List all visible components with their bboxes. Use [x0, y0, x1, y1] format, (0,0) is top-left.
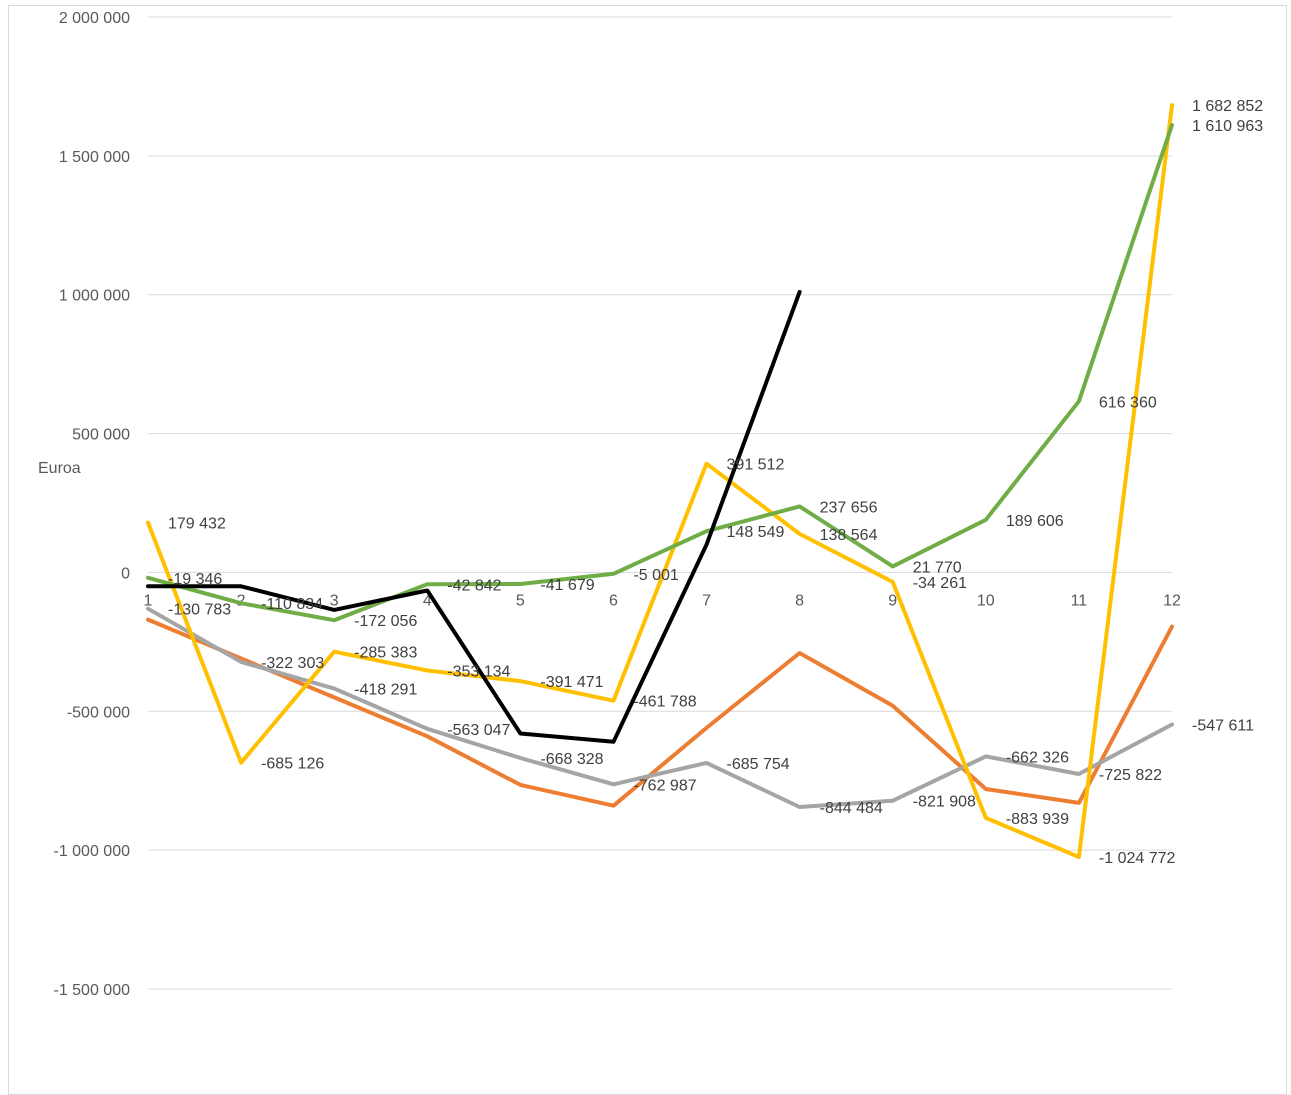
data-label: 1 682 852: [1192, 98, 1263, 115]
x-tick-label: 12: [1163, 592, 1181, 609]
data-label: -685 126: [261, 756, 324, 773]
data-labels: -130 783 -322 303 -418 291 -563 047 -668 328…: [168, 98, 1263, 867]
data-label: -821 908: [913, 794, 976, 811]
data-label: 391 512: [727, 457, 785, 474]
series-line-1: [146, 617, 1174, 808]
x-tick-label: 5: [516, 592, 525, 609]
data-label: -34 261: [913, 575, 967, 592]
x-axis-ticks: 1 2 3 4 5 6 7 8 9 10 11 12: [144, 592, 1181, 609]
x-tick-label: 7: [702, 592, 711, 609]
x-tick-label: 9: [888, 592, 897, 609]
x-tick-label: 10: [977, 592, 995, 609]
y-tick-label: 2 000 000: [59, 10, 130, 27]
data-label: 1 610 963: [1192, 118, 1263, 135]
y-tick-label: 0: [121, 565, 130, 582]
gridlines: [148, 16, 1172, 990]
data-label: -42 842: [447, 577, 501, 594]
data-label: -19 346: [168, 571, 222, 588]
data-label: 237 656: [820, 499, 878, 516]
y-tick-label: -500 000: [67, 704, 130, 721]
data-label: -668 328: [540, 751, 603, 768]
x-tick-label: 4: [423, 592, 432, 609]
data-label: -547 611: [1192, 718, 1254, 735]
data-label: -883 939: [1006, 811, 1069, 828]
x-tick-label: 11: [1071, 592, 1088, 609]
data-label: -353 134: [447, 663, 510, 680]
data-label: -41 679: [540, 577, 594, 594]
data-label: -725 822: [1099, 767, 1162, 784]
data-label: -1 024 772: [1099, 850, 1176, 867]
data-label: -762 987: [633, 777, 696, 794]
data-label: -172 056: [354, 613, 417, 630]
data-label: -563 047: [447, 722, 510, 739]
data-label: -5 001: [633, 567, 678, 584]
data-label: 189 606: [1006, 513, 1064, 530]
y-tick-label: 1 000 000: [59, 288, 130, 305]
x-tick-label: 1: [144, 592, 153, 609]
x-tick-label: 6: [609, 592, 618, 609]
data-label: 21 770: [913, 559, 962, 576]
x-tick-label: 8: [795, 592, 804, 609]
x-tick-label: 2: [237, 592, 246, 609]
data-label: -685 754: [727, 756, 790, 773]
data-label: -130 783: [168, 602, 231, 619]
series-line-4: [146, 123, 1174, 623]
y-axis-ticks: 2 000 000 1 500 000 1 000 000 500 000 0 -500 …: [53, 10, 130, 999]
data-label: -844 484: [820, 800, 883, 817]
chart-frame: [8, 5, 1287, 1095]
data-label: 148 549: [727, 524, 785, 541]
x-tick-label: 3: [330, 592, 339, 609]
series-line-5: [146, 289, 802, 744]
data-label: -322 303: [261, 655, 324, 672]
data-label: -391 471: [540, 674, 603, 691]
y-tick-label: -1 000 000: [53, 843, 130, 860]
y-tick-label: 1 500 000: [59, 149, 130, 166]
y-tick-label: -1 500 000: [53, 982, 130, 999]
data-label: 138 564: [820, 527, 878, 544]
series-line-2: [146, 606, 1174, 809]
data-label: -110 834: [261, 596, 323, 613]
data-label: -662 326: [1006, 749, 1069, 766]
data-label: 179 432: [168, 516, 226, 533]
y-tick-label: 500 000: [72, 427, 130, 444]
data-label: -418 291: [354, 682, 417, 699]
y-axis-label: Euroa: [38, 460, 81, 477]
series-line-3: [146, 103, 1174, 859]
data-label: -461 788: [633, 694, 696, 711]
data-label: -285 383: [354, 645, 417, 662]
data-label: 616 360: [1099, 394, 1157, 411]
series-lines: [146, 103, 1174, 859]
